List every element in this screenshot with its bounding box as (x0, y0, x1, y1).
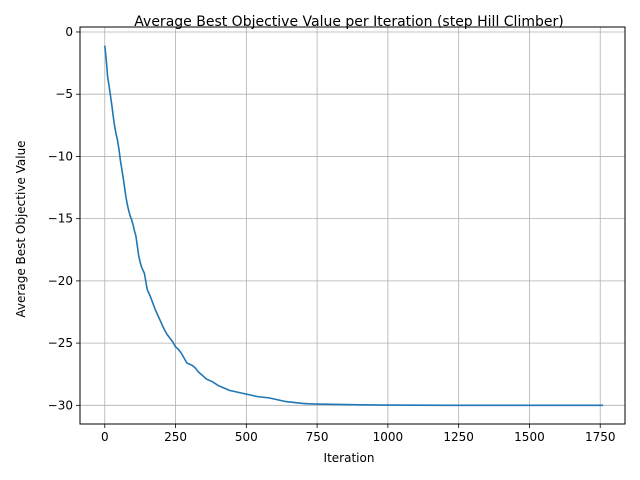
y-tick-label: −30 (48, 398, 73, 412)
x-tick-label: 1000 (373, 430, 404, 444)
y-tick-label: −5 (55, 87, 73, 101)
y-axis-label: Average Best Objective Value (14, 140, 28, 317)
x-tick-label: 250 (164, 430, 187, 444)
x-axis-label: Iteration (324, 451, 375, 465)
x-axis-ticks: 0 250 500 750 1000 1250 1500 1750 (101, 424, 616, 444)
y-tick-label: −20 (48, 274, 73, 288)
y-tick-label: −10 (48, 149, 73, 163)
plot-frame (79, 26, 626, 425)
x-tick-label: 750 (306, 430, 329, 444)
y-tick-label: −25 (48, 336, 73, 350)
chart-title: Average Best Objective Value per Iterati… (134, 14, 563, 30)
y-tick-label: 0 (65, 25, 73, 39)
x-tick-label: 1250 (443, 430, 474, 444)
x-tick-label: 0 (101, 430, 109, 444)
x-tick-label: 1500 (514, 430, 545, 444)
y-axis-ticks: 0 −5 −10 −15 −20 −25 −30 (48, 25, 80, 412)
x-tick-label: 500 (235, 430, 258, 444)
x-tick-label: 1750 (585, 430, 616, 444)
series-line (103, 45, 604, 407)
y-tick-label: −15 (48, 212, 73, 226)
grid (80, 27, 625, 424)
